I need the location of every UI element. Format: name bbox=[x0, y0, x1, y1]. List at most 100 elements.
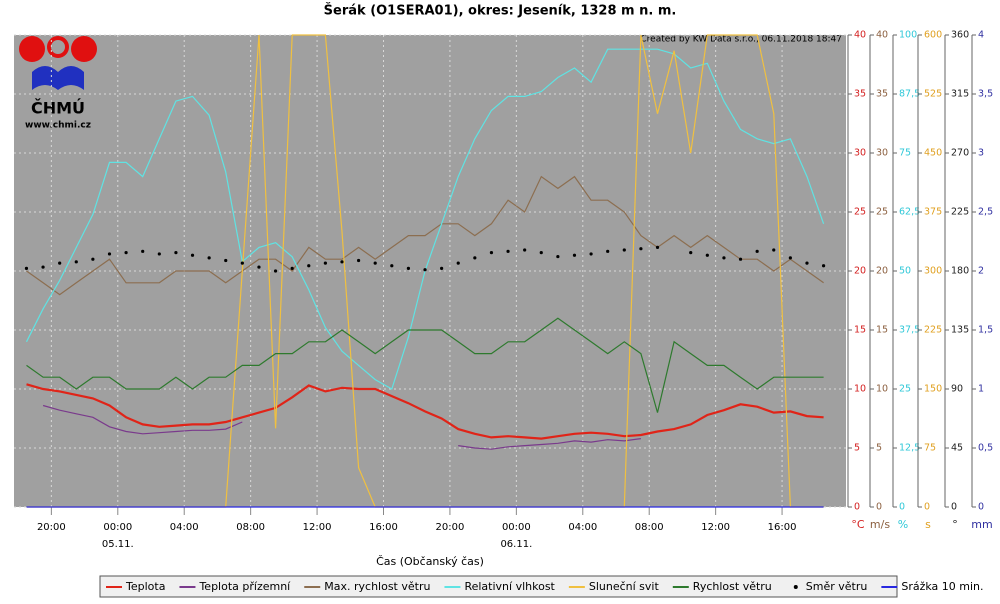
x-tick-label: 04:00 bbox=[568, 522, 597, 533]
y-tick-label: 450 bbox=[924, 148, 942, 159]
x-tick-label: 00:00 bbox=[103, 522, 132, 533]
x-tick-label: 04:00 bbox=[170, 522, 199, 533]
legend-label: Srážka 10 min. bbox=[901, 580, 983, 593]
y-tick-label: 270 bbox=[951, 148, 969, 159]
data-point bbox=[141, 249, 145, 253]
data-point bbox=[356, 258, 361, 263]
y-tick-label: 40 bbox=[876, 30, 888, 41]
y-tick-label: 45 bbox=[951, 443, 963, 454]
data-point bbox=[473, 256, 477, 260]
y-tick-label: 3,5 bbox=[978, 89, 993, 100]
series-line bbox=[42, 404, 641, 450]
data-point bbox=[24, 266, 29, 270]
data-point bbox=[738, 257, 743, 261]
data-point bbox=[589, 252, 593, 256]
y-tick-label: 15 bbox=[876, 325, 888, 336]
data-point bbox=[307, 264, 311, 268]
y-tick-label: 37,5 bbox=[899, 325, 920, 336]
data-point bbox=[390, 264, 394, 268]
data-point bbox=[489, 251, 494, 255]
data-point bbox=[655, 245, 660, 249]
data-point bbox=[689, 251, 693, 255]
data-point bbox=[240, 261, 244, 265]
data-point bbox=[257, 265, 261, 269]
y-tick-label: 225 bbox=[924, 325, 942, 336]
legend-label: Max. rychlost větru bbox=[324, 580, 430, 593]
y-tick-label: 90 bbox=[951, 384, 963, 395]
x-tick-label: 16:00 bbox=[768, 522, 797, 533]
logo-url: www.chmi.cz bbox=[25, 121, 91, 131]
y-tick-label: 10 bbox=[876, 384, 888, 395]
y-tick-label: 5 bbox=[854, 443, 860, 454]
data-point bbox=[440, 266, 444, 270]
y-tick-label: 1,5 bbox=[978, 325, 993, 336]
legend-label: Teplota bbox=[125, 580, 165, 593]
x-tick-label: 12:00 bbox=[701, 522, 730, 533]
data-point bbox=[456, 261, 460, 265]
y-tick-label: 0,5 bbox=[978, 443, 993, 454]
y-tick-label: 0 bbox=[924, 502, 930, 513]
data-point bbox=[606, 249, 610, 253]
y-tick-label: 180 bbox=[951, 266, 969, 277]
data-point bbox=[705, 253, 709, 257]
data-point bbox=[273, 269, 278, 273]
y-tick-label: 87,5 bbox=[899, 89, 920, 100]
y-tick-label: 150 bbox=[924, 384, 942, 395]
data-point bbox=[821, 264, 826, 268]
x-axis-label: Čas (Občanský čas) bbox=[376, 555, 484, 568]
data-point bbox=[805, 261, 809, 265]
y-tick-label: 0 bbox=[876, 502, 882, 513]
logo-circle bbox=[71, 36, 97, 62]
data-point bbox=[323, 261, 327, 265]
y-tick-label: 525 bbox=[924, 89, 942, 100]
chart-title: Šerák (O1SERA01), okres: Jeseník, 1328 m… bbox=[324, 3, 677, 19]
x-tick-label: 08:00 bbox=[236, 522, 265, 533]
legend-label: Rychlost větru bbox=[693, 580, 772, 593]
y-tick-label: 25 bbox=[876, 207, 888, 218]
data-point bbox=[290, 266, 294, 270]
data-point bbox=[539, 251, 543, 255]
legend-swatch bbox=[793, 585, 798, 589]
data-point bbox=[340, 260, 344, 264]
y-tick-label: 0 bbox=[978, 502, 984, 513]
y-tick-label: 0 bbox=[854, 502, 860, 513]
y-tick-label: 40 bbox=[854, 30, 866, 41]
data-point bbox=[190, 253, 195, 257]
data-point bbox=[423, 268, 427, 272]
y-tick-label: 50 bbox=[899, 266, 911, 277]
annotation: Created by KW Data s.r.o., 06.11.2018 18… bbox=[640, 35, 842, 45]
data-point bbox=[174, 251, 178, 255]
y-tick-label: 2 bbox=[978, 266, 984, 277]
date-label: 06.11. bbox=[500, 539, 532, 550]
y-tick-label: 600 bbox=[924, 30, 942, 41]
data-point bbox=[556, 254, 560, 259]
y-tick-label: 360 bbox=[951, 30, 969, 41]
y-tick-label: 35 bbox=[876, 89, 888, 100]
legend-label: Směr větru bbox=[806, 580, 868, 593]
data-point bbox=[622, 248, 626, 252]
y-tick-label: 25 bbox=[854, 207, 866, 218]
data-point bbox=[58, 261, 62, 265]
axis-unit: °C bbox=[851, 518, 865, 531]
data-point bbox=[91, 257, 95, 261]
x-tick-label: 20:00 bbox=[436, 522, 465, 533]
y-tick-label: 25 bbox=[899, 384, 911, 395]
logo-name: ČHMÚ bbox=[31, 99, 85, 118]
y-tick-label: 1 bbox=[978, 384, 984, 395]
y-tick-label: 30 bbox=[876, 148, 888, 159]
legend-label: Teplota přízemní bbox=[198, 580, 291, 593]
series-line bbox=[26, 175, 824, 296]
y-tick-label: 135 bbox=[951, 325, 969, 336]
y-tick-label: 10 bbox=[854, 384, 866, 395]
y-tick-label: 300 bbox=[924, 266, 942, 277]
y-tick-label: 4 bbox=[978, 30, 984, 41]
axis-unit: m/s bbox=[870, 518, 890, 531]
x-tick-label: 00:00 bbox=[502, 522, 531, 533]
logo-ring bbox=[47, 36, 69, 58]
axis-unit: mm bbox=[971, 518, 992, 531]
data-point bbox=[124, 251, 128, 255]
y-tick-label: 5 bbox=[876, 443, 882, 454]
y-tick-label: 20 bbox=[876, 266, 888, 277]
y-tick-label: 3 bbox=[978, 148, 984, 159]
data-point bbox=[224, 258, 228, 263]
